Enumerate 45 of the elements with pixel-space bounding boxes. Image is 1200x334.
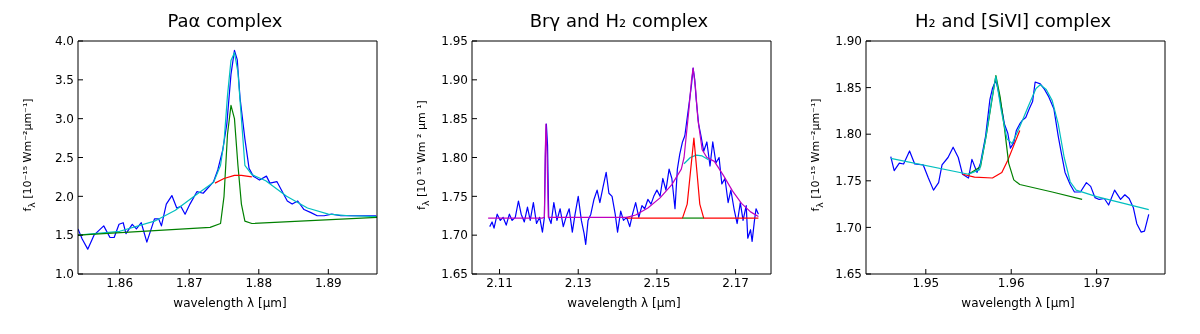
line-series — [626, 137, 760, 219]
y-tick-label: 1.65 — [835, 267, 862, 282]
chart-title: Paα complex — [166, 9, 283, 33]
x-tick-label: 2.15 — [643, 275, 671, 290]
x-tick-label: 1.86 — [106, 275, 134, 290]
y-tick-label: 1.70 — [835, 220, 862, 235]
y-tick-label: 1.70 — [441, 228, 468, 243]
y-tick-label: 1.95 — [441, 34, 468, 49]
y-tick-label: 1.90 — [441, 73, 468, 88]
line-series — [890, 79, 1150, 233]
x-tick-label: 1.97 — [1083, 275, 1111, 290]
y-tick-label: 1.75 — [441, 189, 468, 204]
y-tick-label: 1.5 — [54, 228, 74, 243]
x-axis-title: wavelength λ [μm] — [172, 296, 287, 310]
y-tick-label: 1.80 — [835, 127, 862, 142]
chart-title: H₂ and [SiVI] complex — [913, 9, 1112, 33]
x-tick-label: 2.17 — [722, 275, 749, 290]
x-tick-label: 1.95 — [912, 275, 940, 290]
x-axis-title: wavelength λ [μm] — [960, 296, 1075, 310]
x-tick-label: 1.96 — [997, 275, 1025, 290]
y-tick-label: 1.80 — [441, 150, 468, 165]
line-series — [214, 174, 253, 184]
y-tick-label: 1.90 — [835, 34, 862, 49]
y-tick-label: 2.0 — [54, 189, 74, 204]
y-tick-label: 2.5 — [54, 150, 74, 165]
y-tick-label: 1.75 — [835, 174, 862, 189]
x-tick-label: 1.87 — [175, 275, 203, 290]
y-tick-label: 1.85 — [835, 80, 862, 95]
y-tick-label: 1.0 — [54, 267, 74, 282]
y-tick-label: 3.5 — [54, 73, 74, 88]
x-tick-label: 2.11 — [486, 275, 513, 290]
line-series — [78, 104, 377, 236]
y-tick-label: 1.65 — [441, 267, 468, 282]
x-tick-label: 1.88 — [245, 275, 273, 290]
x-axis-title: wavelength λ [μm] — [566, 296, 681, 310]
line-series — [487, 67, 760, 219]
y-tick-label: 3.0 — [54, 111, 74, 126]
line-series — [683, 154, 710, 165]
y-tick-label: 4.0 — [54, 34, 74, 49]
x-tick-label: 2.13 — [564, 275, 592, 290]
line-series — [961, 129, 1021, 179]
x-tick-label: 1.89 — [314, 275, 342, 290]
chart-title: Brγ and H₂ complex — [528, 9, 709, 33]
y-tick-label: 1.85 — [441, 111, 468, 126]
line-series — [890, 75, 1150, 211]
